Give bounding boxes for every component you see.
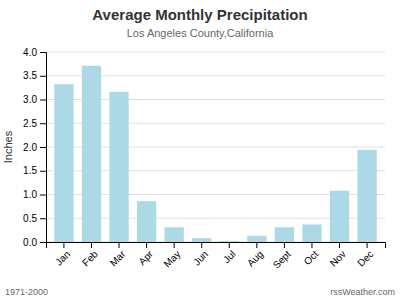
- bar: [247, 236, 266, 242]
- tick: Jul: [221, 242, 238, 265]
- tick-label: 0.5: [23, 213, 37, 224]
- bar: [109, 92, 128, 242]
- tick: Apr: [136, 242, 155, 267]
- tick-mark: [201, 242, 202, 248]
- tick: Aug: [245, 242, 265, 269]
- annotation: rssWeather.com: [330, 287, 395, 297]
- y-axis: 0.0 0.5 1.0 1.5 2.0 2.5 3.0 3.5 4.0: [23, 47, 46, 248]
- bars: [54, 66, 376, 242]
- tick-mark: [40, 195, 46, 196]
- tick: 4.0: [23, 47, 46, 58]
- tick: Oct: [302, 242, 321, 267]
- tick-label: 1.0: [23, 189, 37, 200]
- tick: May: [161, 242, 182, 270]
- x-axis: Jan Feb Mar Apr May Jun Jul Aug Sept Oct Nov Dec: [47, 242, 386, 271]
- tick-label: May: [161, 248, 182, 269]
- grid-line: [46, 52, 385, 53]
- tick: 0.0: [23, 237, 46, 248]
- tick-mark: [40, 171, 46, 172]
- tick: 0.5: [23, 213, 46, 224]
- bar: [330, 191, 349, 242]
- bar: [275, 227, 294, 242]
- tick-mark: [91, 242, 92, 248]
- axis-line: [40, 53, 47, 243]
- tick: Jun: [191, 242, 210, 268]
- tick-label: 4.0: [23, 47, 37, 58]
- tick-mark: [146, 242, 147, 248]
- bar: [165, 227, 184, 242]
- tick: Sept: [271, 242, 293, 271]
- tick-label: 2.0: [23, 142, 37, 153]
- tick-mark: [63, 242, 64, 248]
- tick-mark: [256, 242, 257, 248]
- axis-line: [47, 243, 386, 249]
- tick: 2.0: [23, 142, 46, 153]
- tick-mark: [40, 147, 46, 148]
- tick-mark: [119, 242, 120, 248]
- tick-label: Sept: [271, 248, 293, 270]
- plot: 0.0 0.5 1.0 1.5 2.0 2.5 3.0 3.5 4.0 Jan Feb Mar Apr M…: [23, 47, 385, 271]
- tick: Jan: [53, 242, 72, 268]
- tick-mark: [40, 123, 46, 124]
- tick-mark: [40, 52, 46, 53]
- tick: Dec: [355, 242, 375, 269]
- tick-label: Jul: [221, 248, 238, 265]
- tick-label: Jan: [53, 248, 72, 267]
- tick: Nov: [328, 242, 348, 269]
- bar: [82, 66, 101, 242]
- bar: [302, 224, 321, 242]
- tick-mark: [40, 100, 46, 101]
- tick-label: Dec: [355, 248, 375, 268]
- subtitle: Los Angeles County,California: [127, 27, 274, 39]
- bar: [54, 84, 73, 242]
- bar: [220, 241, 239, 242]
- tick: Feb: [80, 242, 100, 268]
- chart: Average Monthly Precipitation Los Angeles…: [0, 0, 400, 300]
- tick: Mar: [108, 242, 128, 268]
- grid: [46, 52, 385, 242]
- tick-label: Feb: [80, 248, 100, 268]
- tick-label: Mar: [108, 248, 128, 268]
- tick-label: Nov: [328, 248, 348, 268]
- tick-mark: [339, 242, 340, 248]
- tick-mark: [367, 242, 368, 248]
- tick-label: 0.0: [23, 237, 37, 248]
- title: Average Monthly Precipitation: [92, 6, 307, 23]
- tick-label: Jun: [191, 248, 210, 267]
- tick-mark: [284, 242, 285, 248]
- tick: 3.5: [23, 70, 46, 81]
- tick-mark: [229, 242, 230, 248]
- y-axis-title: Inches: [2, 130, 14, 163]
- bar: [137, 201, 156, 242]
- tick-label: 3.5: [23, 70, 37, 81]
- bar: [357, 150, 376, 242]
- tick-mark: [40, 242, 46, 243]
- tick-mark: [40, 218, 46, 219]
- bar: [192, 238, 211, 242]
- tick-label: Oct: [302, 248, 321, 267]
- tick: 1.5: [23, 165, 46, 176]
- tick-label: Aug: [245, 248, 265, 268]
- tick: 3.0: [23, 94, 46, 105]
- tick-label: 1.5: [23, 165, 37, 176]
- tick-mark: [311, 242, 312, 248]
- tick-label: 2.5: [23, 118, 37, 129]
- tick-mark: [174, 242, 175, 248]
- tick-mark: [40, 76, 46, 77]
- annotation: 1971-2000: [5, 287, 48, 297]
- tick: 2.5: [23, 118, 46, 129]
- tick: 1.0: [23, 189, 46, 200]
- tick-label: 3.0: [23, 94, 37, 105]
- tick-label: Apr: [136, 248, 155, 267]
